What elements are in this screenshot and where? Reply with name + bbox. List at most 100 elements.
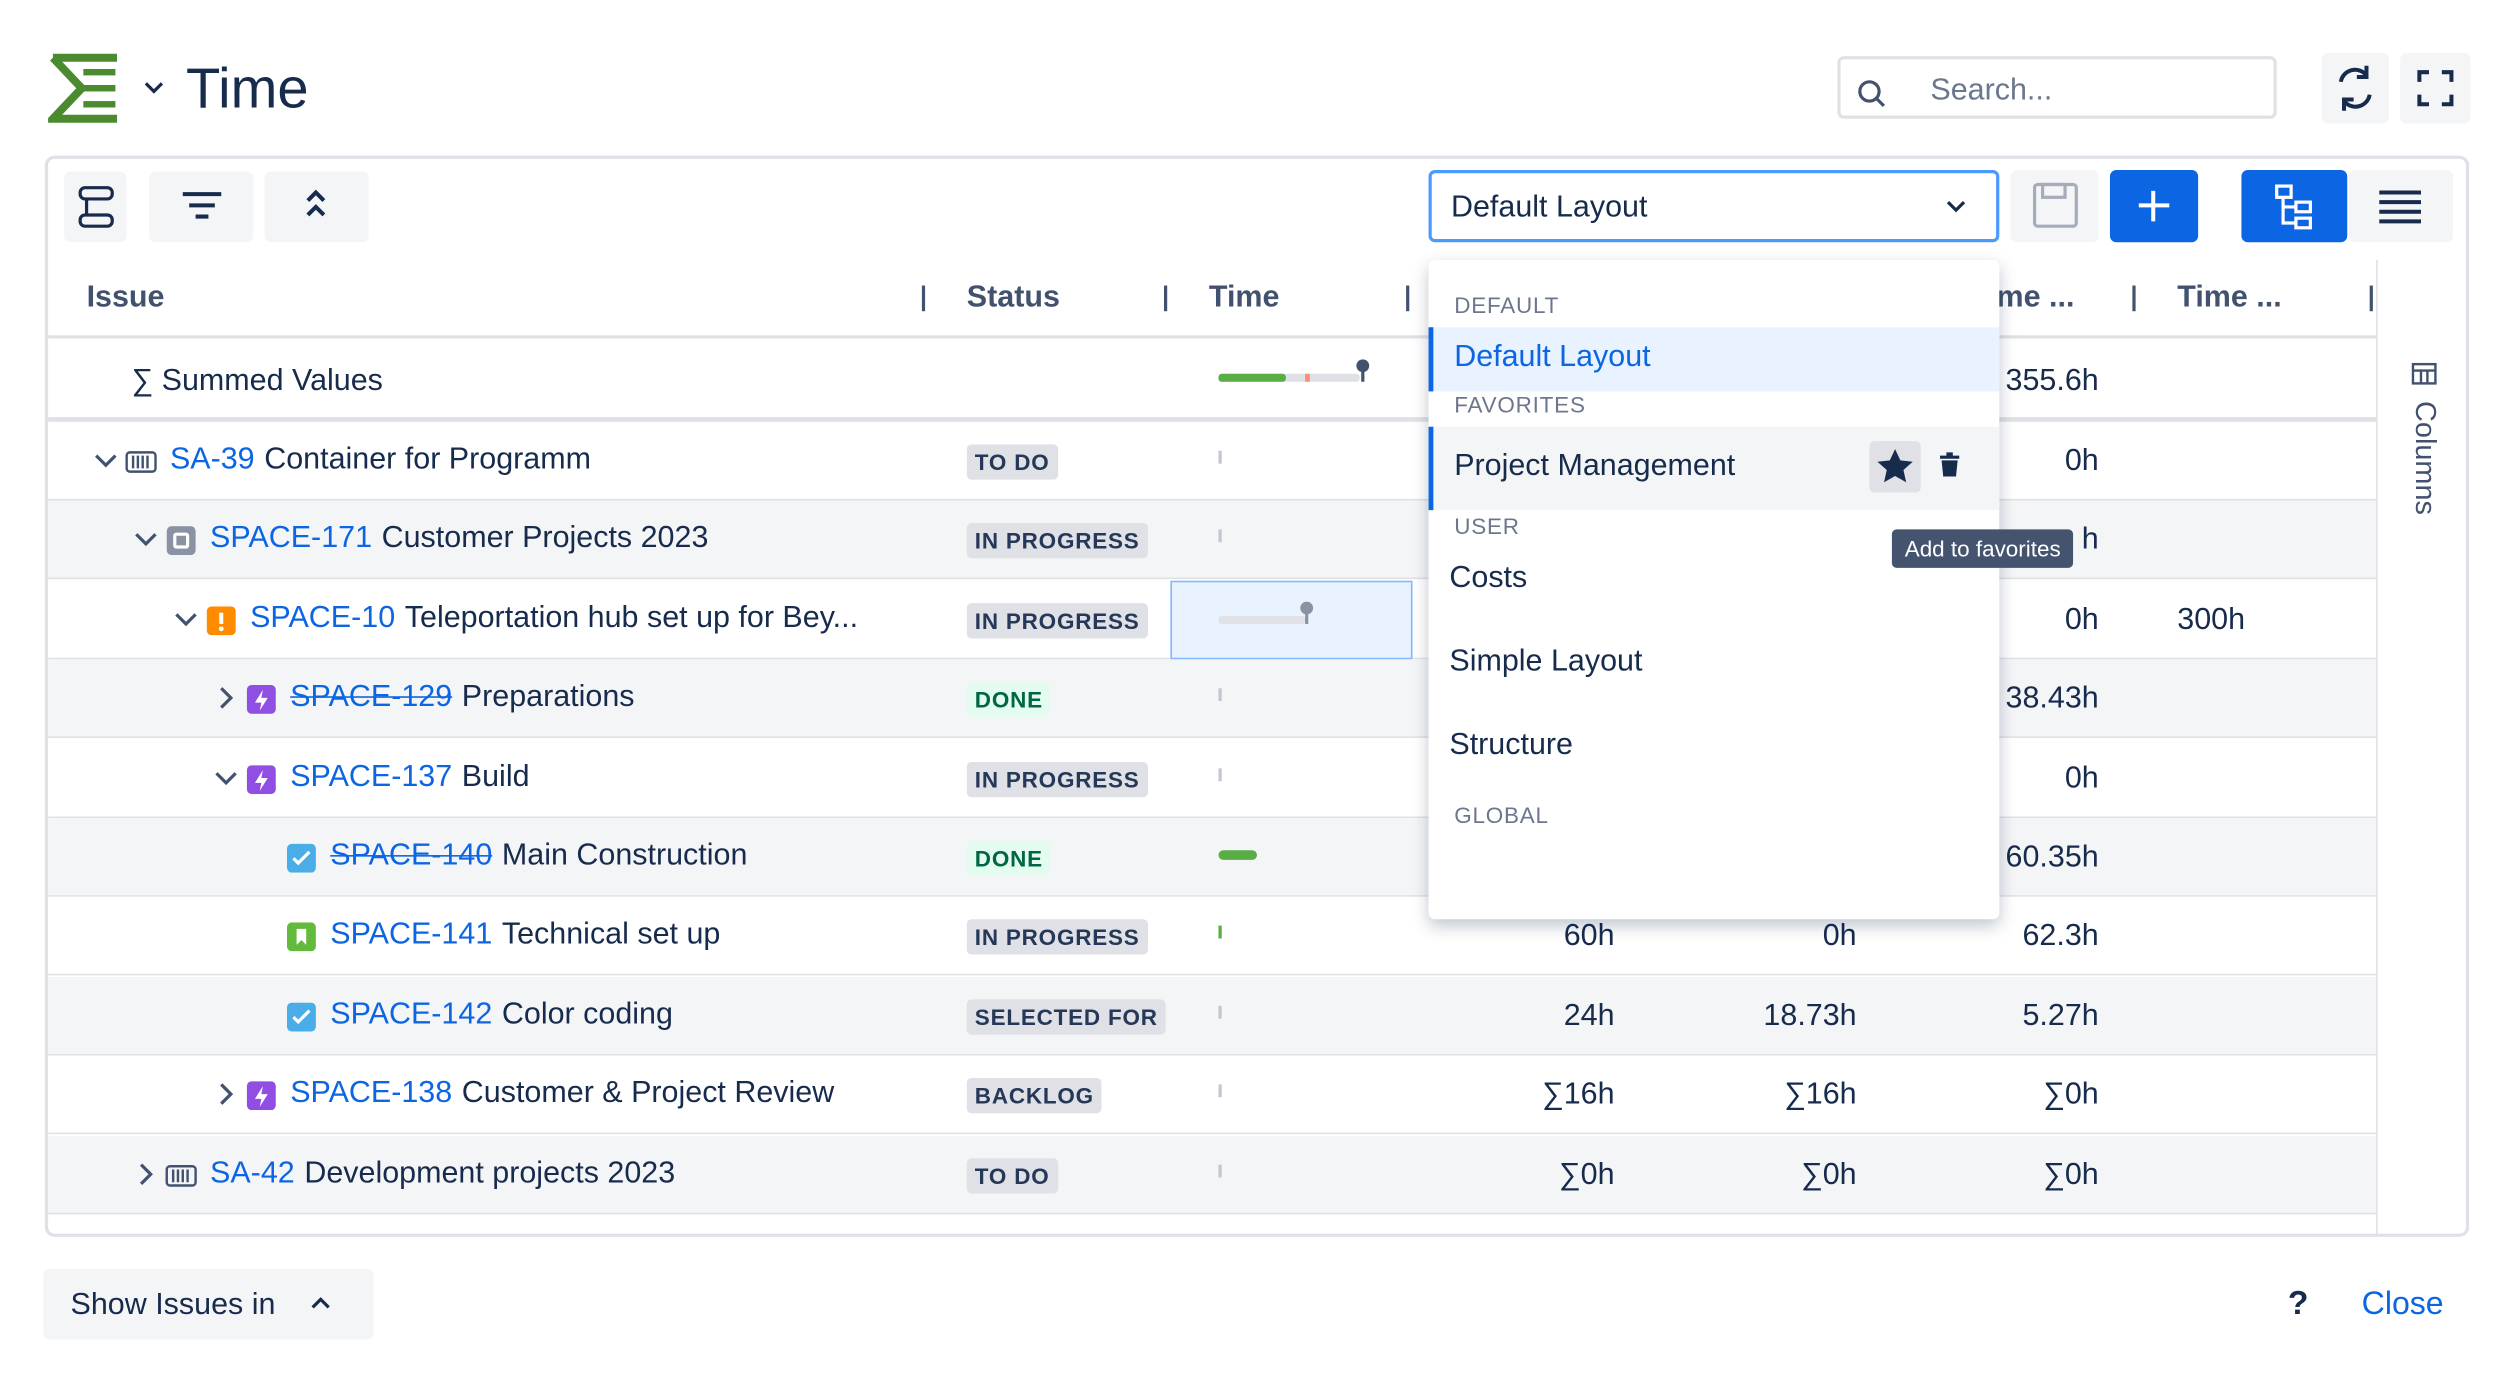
save-button[interactable] bbox=[2010, 170, 2099, 243]
status-lozenge: IN PROGRESS bbox=[966, 761, 1148, 797]
time-bar bbox=[1215, 760, 1225, 792]
add-button[interactable] bbox=[2109, 170, 2199, 243]
section-title: GLOBAL bbox=[1454, 802, 1549, 828]
issue-key[interactable]: SPACE-141 bbox=[330, 918, 493, 952]
logo-caret[interactable] bbox=[143, 80, 165, 96]
close-link[interactable]: Close bbox=[2361, 1286, 2444, 1322]
column-resizer bbox=[2369, 285, 2373, 312]
tree-view-button[interactable] bbox=[2241, 170, 2348, 243]
show-issues-button[interactable]: Show Issues in bbox=[43, 1268, 374, 1340]
status-lozenge: IN PROGRESS bbox=[966, 602, 1148, 639]
layout-option[interactable]: Simple Layout bbox=[1429, 632, 2000, 696]
layout-option-label: Default Layout bbox=[1454, 340, 1651, 374]
issue-type-icon bbox=[165, 1161, 197, 1190]
column-resizer bbox=[1406, 285, 1410, 312]
issue-row[interactable] bbox=[48, 976, 2377, 1056]
filter-button[interactable] bbox=[149, 171, 254, 243]
show-issues-label: Show Issues in bbox=[70, 1288, 276, 1322]
layout-dropdown: DEFAULT Default Layout FAVORITES Project Ma… bbox=[1428, 259, 2000, 920]
time-cell: 38.43h bbox=[2005, 682, 2099, 716]
refresh-button[interactable] bbox=[2321, 52, 2389, 124]
time-cell: 18.73h bbox=[1763, 999, 1857, 1033]
layout-option[interactable]: Costs bbox=[1429, 549, 2000, 613]
issue-type-icon bbox=[245, 764, 277, 794]
time-cell: 355.6h bbox=[2005, 364, 2099, 398]
tooltip: Add to favorites bbox=[1891, 529, 2074, 568]
search-icon bbox=[1858, 80, 1886, 108]
section-title: USER bbox=[1454, 513, 1520, 540]
issue-row[interactable] bbox=[48, 1135, 2377, 1214]
group-button[interactable] bbox=[64, 171, 127, 243]
issue-type-icon bbox=[125, 448, 157, 477]
app-logo[interactable] bbox=[48, 53, 122, 124]
layout-option-label: Structure bbox=[1449, 728, 1573, 762]
search-box[interactable]: Search... bbox=[1837, 56, 2277, 119]
issue-key[interactable]: SPACE-10 bbox=[250, 601, 396, 635]
layout-option[interactable]: Project Management bbox=[1428, 426, 2000, 511]
select-caret bbox=[1946, 200, 1966, 213]
collapse-button[interactable] bbox=[264, 171, 369, 243]
issue-summary: Container for Programm bbox=[264, 442, 591, 477]
search-placeholder: Search... bbox=[1930, 73, 2053, 108]
issue-summary: Main Construction bbox=[501, 838, 748, 873]
row-expander bbox=[173, 606, 199, 632]
layout-option-label: Simple Layout bbox=[1449, 644, 1643, 679]
fullscreen-button[interactable] bbox=[2400, 52, 2471, 124]
layout-select-value: Default Layout bbox=[1450, 190, 1648, 225]
time-bar bbox=[1215, 918, 1225, 950]
section-title: DEFAULT bbox=[1454, 291, 1560, 318]
row-expander bbox=[133, 527, 159, 553]
time-cell: 0h bbox=[2064, 602, 2099, 637]
time-cell: 0h bbox=[1822, 919, 1857, 954]
issue-key[interactable]: SPACE-140 bbox=[330, 838, 493, 873]
favorite-star[interactable] bbox=[1869, 441, 1921, 493]
issue-type-icon bbox=[165, 526, 197, 556]
issue-key[interactable]: SPACE-142 bbox=[330, 997, 493, 1032]
table-panel bbox=[44, 155, 2470, 1237]
time-bar bbox=[1215, 1156, 1225, 1188]
time-cell: 60.35h bbox=[2005, 840, 2099, 875]
time-cell: 0h bbox=[2064, 444, 2099, 479]
show-issues-caret bbox=[311, 1297, 330, 1309]
status-lozenge: TO DO bbox=[966, 1157, 1058, 1193]
time-cell: 0h bbox=[2064, 761, 2099, 796]
status-lozenge: DONE bbox=[966, 682, 1051, 718]
issue-key[interactable]: SPACE-138 bbox=[290, 1076, 453, 1111]
row-expander bbox=[213, 765, 239, 791]
issue-summary: Preparations bbox=[461, 680, 635, 715]
issue-key[interactable]: SA-39 bbox=[169, 442, 255, 477]
time-cell: ∑16h bbox=[1541, 1078, 1615, 1113]
column-header: Time bbox=[1208, 280, 1280, 315]
issue-key[interactable]: SPACE-129 bbox=[290, 680, 453, 715]
layout-select[interactable]: Default Layout bbox=[1428, 170, 2000, 243]
status-lozenge: BACKLOG bbox=[966, 1078, 1102, 1114]
row-expander bbox=[213, 1082, 239, 1108]
header-row bbox=[48, 260, 2377, 339]
columns-panel[interactable]: Columns bbox=[2376, 259, 2466, 1234]
issue-key[interactable]: SA-42 bbox=[210, 1155, 295, 1190]
issue-row[interactable] bbox=[48, 1055, 2377, 1135]
time-cell: ∑0h bbox=[2043, 1078, 2099, 1113]
help-button[interactable]: ? bbox=[2287, 1284, 2309, 1322]
issue-summary: Customer Projects 2023 bbox=[381, 521, 709, 556]
issue-type-icon bbox=[285, 843, 317, 873]
column-resizer bbox=[2132, 285, 2136, 312]
issue-key[interactable]: SPACE-171 bbox=[210, 521, 373, 556]
layout-option[interactable]: Default Layout bbox=[1428, 327, 2000, 392]
columns-icon bbox=[2411, 362, 2437, 385]
issue-type-icon bbox=[285, 1002, 317, 1032]
time-cell: 300h bbox=[2177, 602, 2246, 637]
layout-option[interactable]: Structure bbox=[1429, 715, 2000, 779]
time-bar bbox=[1215, 522, 1225, 554]
time-cell: ∑16h bbox=[1784, 1078, 1857, 1113]
status-lozenge: SELECTED FOR bbox=[966, 999, 1166, 1035]
delete-icon[interactable] bbox=[1934, 448, 1966, 487]
columns-label: Columns bbox=[2409, 401, 2442, 515]
list-view-button[interactable] bbox=[2348, 170, 2454, 243]
issue-key[interactable]: SPACE-137 bbox=[290, 759, 453, 794]
section-title: FAVORITES bbox=[1454, 391, 1586, 418]
row-expander bbox=[213, 685, 239, 711]
time-bar bbox=[1215, 680, 1225, 712]
